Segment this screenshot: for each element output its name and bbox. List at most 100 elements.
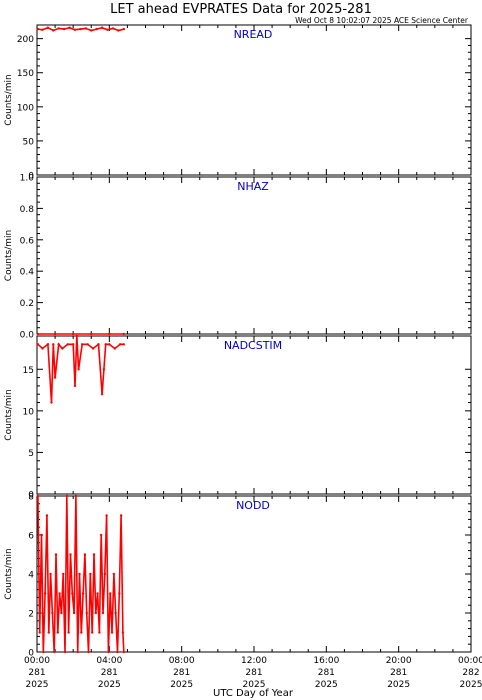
x-tick-label: 282 (462, 668, 479, 678)
x-tick-label: 2025 (26, 680, 49, 690)
data-point (46, 26, 50, 29)
x-tick-label-group: 20:00 281 2025 (386, 656, 412, 690)
data-point (66, 343, 69, 346)
data-point (57, 343, 60, 346)
x-tick-label: 281 (28, 668, 45, 678)
data-point (90, 631, 94, 634)
data-point (69, 553, 72, 556)
data-point (41, 347, 44, 350)
x-tick-label-group: 00:00 281 2025 (24, 656, 50, 690)
data-point (40, 533, 43, 537)
data-point (94, 611, 97, 615)
y-tick-label: 0.4 (20, 268, 35, 278)
y-tick-label: 0.6 (20, 236, 35, 246)
data-point (43, 592, 47, 595)
panel-nread: 0 50 100 150 200 Counts/min NREAD (4, 24, 472, 182)
y-tick-label: 10 (23, 407, 35, 417)
data-point (81, 343, 84, 346)
data-point (108, 343, 111, 346)
data-point (62, 27, 66, 31)
data-point (105, 514, 108, 517)
data-point (53, 376, 57, 379)
data-point (101, 611, 105, 615)
x-tick-label: 2025 (98, 680, 121, 690)
data-point (81, 592, 85, 595)
x-tick-label: 04:00 (96, 656, 122, 666)
data-point (122, 27, 126, 31)
x-tick-label: 00:00 (24, 656, 50, 666)
data-point (87, 650, 90, 654)
y-tick-label: 6 (28, 532, 34, 542)
timestamp: Wed Oct 8 10:02:07 2025 ACE Science Cent… (295, 16, 469, 25)
data-point (80, 631, 83, 634)
data-point (77, 368, 80, 371)
y-tick-label: 0 (28, 172, 34, 182)
x-tick-label: 2025 (460, 680, 482, 690)
data-point (60, 611, 63, 615)
data-point (72, 611, 76, 615)
data-point (103, 572, 107, 576)
data-point (121, 631, 125, 634)
data-point (52, 29, 55, 32)
data-point (52, 650, 56, 654)
x-tick-label: 281 (390, 668, 407, 678)
data-point (117, 29, 120, 32)
data-point (63, 650, 67, 654)
data-point (71, 343, 75, 346)
data-point (67, 631, 70, 634)
y-tick-label: 0.0 (20, 331, 35, 341)
x-tick-label: 281 (318, 668, 335, 678)
data-point (100, 393, 104, 396)
chart-title: LET ahead EVPRATES Data for 2025-281 (110, 2, 372, 17)
data-point (85, 611, 88, 615)
data-point (71, 332, 75, 336)
data-point (91, 347, 95, 350)
data-point (102, 368, 106, 371)
panel-label: NADCSTIM (224, 339, 282, 352)
data-point (78, 572, 81, 576)
data-point (107, 650, 110, 654)
data-point (36, 27, 40, 31)
data-point (61, 347, 64, 350)
x-tick-label: 12:00 (241, 656, 267, 666)
x-tick-label-group: 00:00 282 2025 (458, 656, 482, 690)
y-axis-label: Counts/min (4, 389, 14, 440)
data-point (116, 650, 119, 654)
data-point (111, 27, 115, 30)
data-point (68, 26, 71, 29)
data-point (62, 572, 65, 576)
data-point (51, 611, 54, 615)
data-point (90, 332, 93, 336)
y-axis-label: Counts/min (4, 230, 14, 281)
x-tick-label: 2025 (315, 680, 338, 690)
panel-frame (36, 176, 472, 335)
data-point (97, 343, 100, 346)
data-point (49, 572, 52, 576)
data-point (53, 332, 57, 336)
y-axis-label: Counts/min (4, 548, 14, 599)
panel-label: NHAZ (237, 180, 269, 193)
y-tick-label: 0 (28, 491, 34, 501)
y-axis-label: Counts/min (4, 74, 14, 125)
data-point (65, 494, 69, 498)
data-point (90, 29, 93, 32)
x-tick-label: 20:00 (386, 656, 412, 666)
y-tick-label: 5 (28, 449, 34, 459)
data-point (114, 611, 117, 615)
data-point (36, 332, 40, 336)
x-tick-label: 2025 (243, 680, 266, 690)
data-point (122, 650, 126, 654)
x-tick-label-group: 16:00 281 2025 (313, 656, 339, 690)
data-point (36, 494, 40, 498)
data-point (75, 334, 78, 338)
x-tick-label-group: 12:00 281 2025 (241, 656, 267, 690)
data-point (71, 592, 74, 595)
data-point (50, 401, 53, 404)
data-point (106, 28, 109, 31)
data-point (118, 343, 122, 346)
data-point (57, 27, 60, 30)
data-point (76, 650, 79, 654)
data-point (52, 343, 55, 346)
